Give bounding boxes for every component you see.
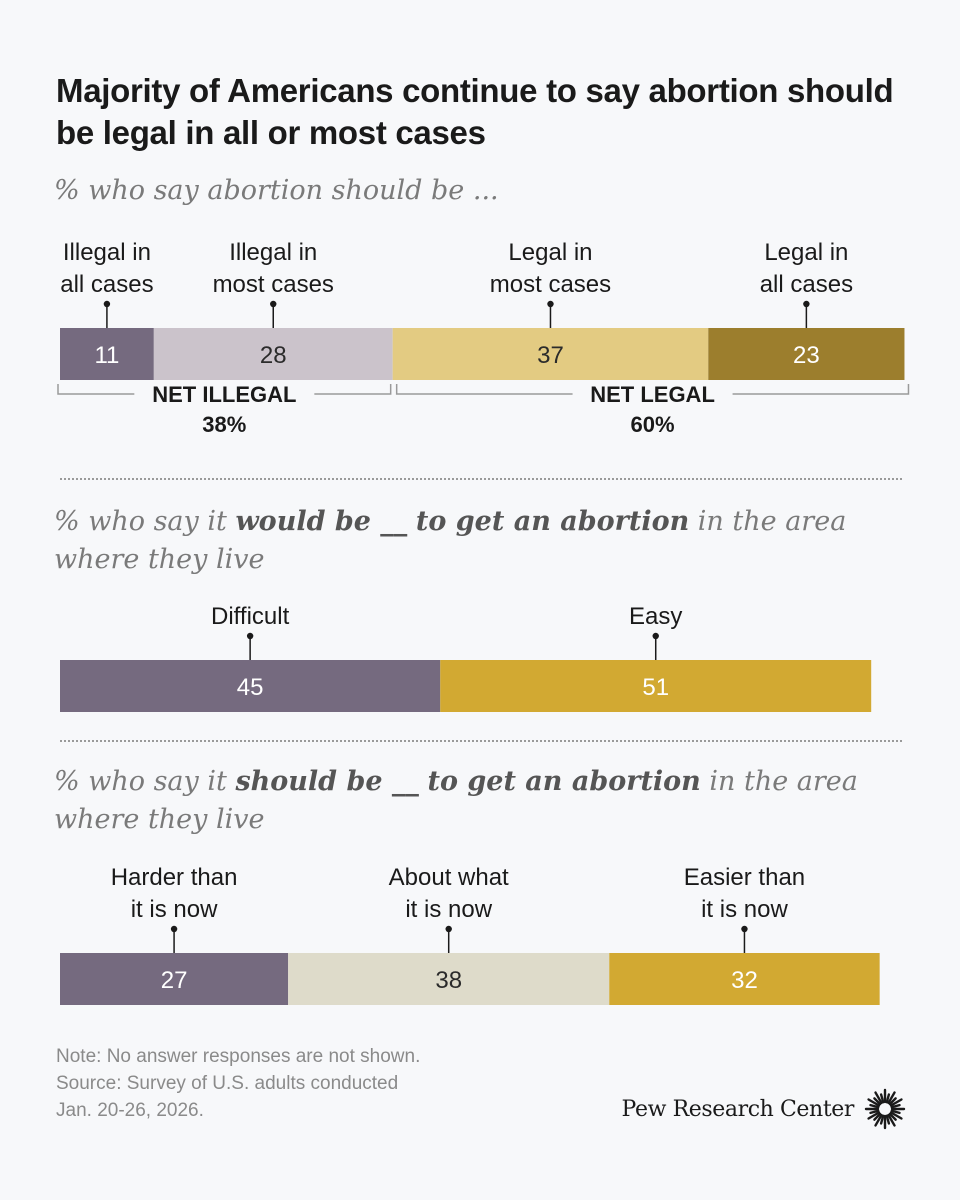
label-leader-dot — [246, 632, 254, 640]
sunburst-ray — [869, 1109, 880, 1115]
sunburst-ray — [887, 1113, 896, 1127]
bar-value-label: 27 — [161, 967, 188, 994]
sunburst-ray — [867, 1111, 881, 1120]
label-leader-dot — [741, 925, 748, 933]
subtitle-post: in the area where they live — [54, 506, 847, 575]
subtitle-pre: % who say it — [54, 506, 236, 537]
segment-category-label: Harder than — [111, 864, 238, 891]
bar-segment — [708, 328, 905, 380]
sunburst-ray — [867, 1098, 881, 1107]
pew-sunburst-icon — [864, 1088, 906, 1130]
label-leader-dot — [652, 632, 659, 640]
label-leader-dot — [803, 300, 810, 308]
net-value: 38% — [202, 412, 246, 437]
subtitle-bold: would be __ — [235, 506, 408, 537]
segment-category-label: it is now — [701, 896, 788, 923]
bar-value-label: 45 — [237, 674, 264, 701]
sunburst-ray — [885, 1093, 891, 1104]
subtitle-abortion-legality: % who say abortion should be ... — [54, 175, 499, 206]
segment-category-label: all cases — [760, 271, 853, 298]
net-value: 60% — [631, 412, 675, 437]
net-bracket-right — [732, 384, 910, 395]
note-line: Source: Survey of U.S. adults conducted — [56, 1073, 399, 1094]
sunburst-ray — [873, 1112, 882, 1121]
label-leader-dot — [547, 300, 554, 308]
bar-value-label: 51 — [642, 674, 669, 701]
source-note: Note: No answer responses are not shown.… — [56, 1043, 420, 1124]
sunburst-ray — [869, 1103, 880, 1109]
segment-category-label: all cases — [60, 271, 153, 298]
label-leader-dot — [270, 300, 277, 308]
sunburst-ray — [879, 1114, 885, 1125]
bar-value-label: 28 — [260, 342, 287, 369]
label-leader-dot — [170, 925, 178, 933]
segment-category-label: it is now — [405, 896, 492, 923]
subtitle-bold: should be __ — [235, 766, 419, 797]
sunburst-ray — [873, 1097, 882, 1106]
sunburst-ray — [889, 1111, 903, 1120]
sunburst-ray — [890, 1109, 901, 1115]
net-bracket-left — [395, 384, 573, 395]
bar-value-label: 32 — [731, 967, 758, 994]
segment-category-label: Easy — [629, 603, 682, 630]
segment-category-label: most cases — [213, 271, 334, 298]
bar-segment — [60, 953, 289, 1005]
net-bracket: NET ILLEGAL 38% — [57, 382, 392, 437]
segment-category-label: it is now — [131, 896, 218, 923]
net-bracket-right — [314, 384, 392, 395]
segment-category-label: Illegal in — [63, 239, 151, 266]
chart-legality: 11 Illegal in all cases 28 Illegal in most ca… — [57, 239, 910, 437]
segment-category-label: About what — [389, 864, 509, 891]
brand-logo: Pew Research Center — [622, 1088, 906, 1130]
bar-segment — [440, 660, 872, 712]
subtitle-bold: to get an abortion — [415, 506, 690, 537]
segment-category-label: Illegal in — [229, 239, 317, 266]
subtitle-should-be: % who say it should be __ to get an abor… — [54, 763, 914, 839]
bar-segment — [288, 953, 610, 1005]
brand-name: Pew Research Center — [621, 1096, 855, 1122]
subtitle-space — [407, 506, 416, 537]
net-label: NET LEGAL — [590, 382, 715, 407]
section-divider — [60, 478, 902, 480]
sunburst-ray — [888, 1112, 897, 1121]
net-bracket: NET LEGAL 60% — [395, 382, 910, 437]
bar-value-label: 11 — [94, 342, 119, 369]
chart-title: Majority of Americans continue to say ab… — [56, 72, 894, 151]
bar-value-label: 23 — [793, 342, 820, 369]
net-bracket-left — [57, 384, 135, 395]
subtitle-bold: to get an abortion — [427, 766, 701, 797]
segment-category-label: Easier than — [684, 864, 805, 891]
segment-category-label: most cases — [490, 271, 611, 298]
sunburst-ray — [889, 1098, 903, 1107]
subtitle-post: in the area where they live — [54, 766, 858, 835]
bar-value-label: 38 — [435, 967, 462, 994]
net-label: NET ILLEGAL — [152, 382, 296, 407]
sunburst-ray — [879, 1093, 885, 1104]
note-line: Jan. 20-26, 2026. — [56, 1100, 204, 1121]
chart-should-be: 27 Harder than it is now 38 About what it is … — [60, 864, 880, 1005]
bar-segment — [60, 328, 154, 380]
label-leader-dot — [103, 300, 111, 308]
segment-category-label: Legal in — [764, 239, 848, 266]
bar-segment — [609, 953, 880, 1005]
subtitle-pre: % who say it — [54, 766, 236, 797]
section-divider — [60, 740, 902, 742]
bar-value-label: 37 — [537, 342, 564, 369]
sunburst-ray — [890, 1103, 901, 1109]
sunburst-ray — [874, 1091, 883, 1105]
sunburst-ray — [887, 1091, 896, 1105]
bar-segment — [392, 328, 709, 380]
bar-segment — [60, 660, 441, 712]
segment-category-label: Difficult — [211, 603, 290, 630]
sunburst-ray — [885, 1114, 891, 1125]
subtitle-would-be: % who say it would be __ to get an abort… — [54, 503, 914, 579]
segment-category-label: Legal in — [508, 239, 592, 266]
sunburst-ray — [888, 1097, 897, 1106]
label-leader-dot — [445, 925, 452, 933]
subtitle-space — [419, 766, 428, 797]
sunburst-ray — [874, 1113, 883, 1127]
bar-segment — [153, 328, 393, 380]
chart-would-be: 45 Difficult 51 Easy — [60, 603, 872, 712]
note-line: Note: No answer responses are not shown. — [56, 1046, 421, 1067]
